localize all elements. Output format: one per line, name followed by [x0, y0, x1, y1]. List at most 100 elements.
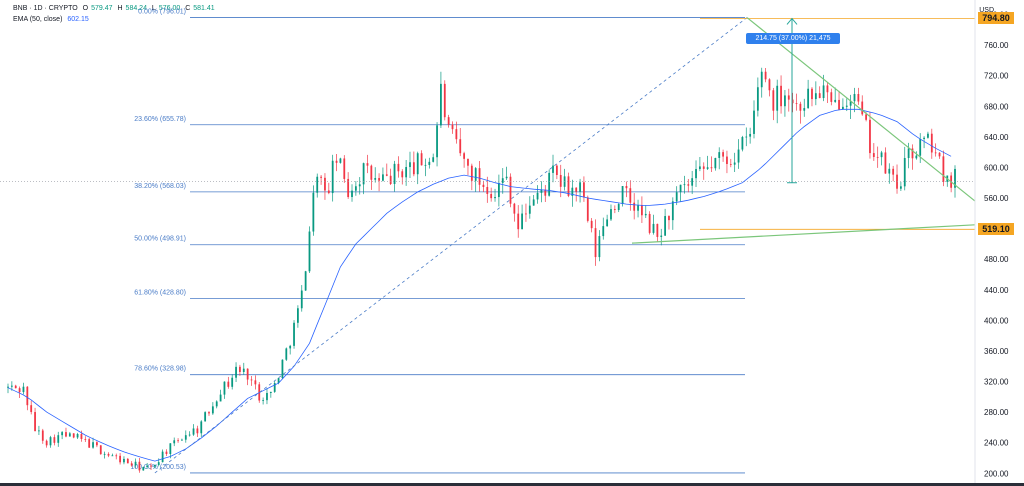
candle-body [401, 171, 404, 178]
candle-body [675, 192, 678, 202]
fib-label-0: 0.00% (796.01) [138, 9, 186, 16]
candle-body [84, 438, 87, 440]
candle-body [169, 443, 172, 454]
candle-body [204, 412, 207, 422]
candle-body [192, 428, 195, 435]
candle-body [165, 451, 168, 454]
candle-body [65, 432, 67, 437]
candle-body [853, 93, 856, 102]
candle-body [544, 189, 547, 196]
candle-body [486, 186, 489, 194]
candle-body [938, 152, 941, 157]
y-tick-label: 760.00 [984, 41, 1009, 50]
candle-body [814, 93, 817, 100]
candle-body [119, 455, 121, 463]
candle-body [223, 381, 226, 395]
candle-body [138, 461, 141, 471]
candle-body [795, 103, 798, 105]
candle-body [726, 156, 728, 164]
y-tick-label: 280.00 [984, 408, 1009, 417]
candle-body [103, 453, 106, 455]
ema-line [7, 108, 952, 462]
candle-body [242, 368, 245, 372]
candle-body [745, 136, 748, 138]
candle-body [246, 368, 249, 380]
candle-body [239, 366, 241, 372]
candle-body [26, 386, 29, 406]
candle-body [320, 176, 322, 178]
candle-body [115, 455, 118, 457]
ema-legend: EMA (50, close) 602.15 [13, 16, 92, 23]
candle-body [822, 85, 825, 99]
candle-body [107, 453, 110, 456]
candle-body [134, 461, 137, 466]
close-label: C [185, 5, 191, 12]
candle-body [343, 158, 346, 179]
symbol-label: BNB · 1D · CRYPTO [13, 5, 78, 12]
candle-body [111, 455, 114, 457]
candle-body [45, 440, 48, 446]
candle-body [331, 160, 334, 194]
candle-body [830, 92, 833, 102]
candle-body [567, 176, 570, 196]
candle-body [490, 193, 493, 199]
candle-body [227, 381, 230, 387]
candle-body [219, 394, 222, 402]
candle-body [254, 380, 257, 385]
candle-body [930, 133, 933, 153]
candle-body [273, 383, 276, 392]
candle-body [482, 184, 485, 187]
candle-body [231, 377, 234, 387]
y-tick-label: 720.00 [984, 72, 1009, 81]
currency-label: USD [979, 7, 994, 14]
price-tag-lower: 519.10 [978, 223, 1014, 236]
candle-body [505, 176, 508, 179]
candle-body [7, 386, 9, 388]
candle-body [691, 178, 694, 186]
candle-body [811, 88, 813, 100]
candle-body [123, 458, 125, 463]
candle-body [683, 184, 686, 186]
candle-body [362, 163, 365, 185]
candle-body [300, 290, 303, 309]
candle-body [142, 466, 145, 471]
high-label: H [117, 5, 123, 12]
candle-body [768, 79, 771, 91]
candle-body [525, 213, 527, 215]
candle-body [96, 442, 98, 446]
candle-body [671, 201, 674, 221]
candle-body [250, 379, 253, 381]
candle-body [126, 458, 129, 464]
candle-body [876, 156, 879, 158]
candle-body [571, 187, 574, 196]
candle-body [99, 445, 102, 455]
candle-body [501, 178, 504, 183]
candle-body [497, 182, 500, 198]
candle-body [30, 405, 33, 413]
candle-body [76, 434, 79, 438]
y-tick-label: 680.00 [984, 102, 1009, 111]
candle-body [18, 388, 21, 393]
candle-body [467, 158, 469, 166]
candle-body [405, 167, 408, 178]
y-tick-label: 240.00 [984, 439, 1009, 448]
candle-body [803, 108, 806, 111]
candle-body [57, 435, 60, 443]
candle-body [416, 153, 419, 175]
candle-body [660, 235, 663, 237]
candle-body [215, 401, 218, 407]
candle-body [196, 428, 199, 434]
candle-body [903, 158, 906, 187]
candle-body [621, 186, 624, 205]
y-tick-label: 640.00 [984, 133, 1009, 142]
candle-body [698, 166, 701, 170]
candle-body [440, 83, 442, 126]
measure-arrow-head [786, 17, 798, 25]
candle-body [702, 166, 705, 169]
candle-body [366, 163, 369, 166]
candle-body [370, 165, 373, 180]
candle-body [68, 433, 71, 437]
candle-body [575, 187, 578, 192]
y-tick-label: 480.00 [984, 255, 1009, 264]
